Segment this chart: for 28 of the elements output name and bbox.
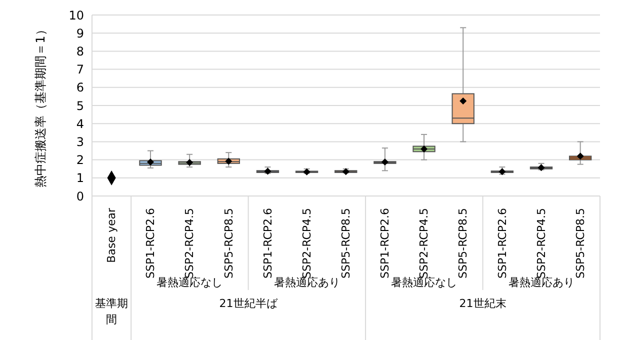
x-tick-label: SSP1-RCP2.6 — [144, 208, 158, 278]
x-tick-label: SSP1-RCP2.6 — [261, 208, 274, 278]
text: 暑熱適応なし — [156, 276, 223, 289]
text: 暑熱適応あり — [274, 276, 340, 289]
x-tick-label: SSP5-RCP8.5 — [222, 208, 236, 278]
y-tick-label: 10 — [68, 8, 84, 22]
text: 暑熱適応なし — [391, 276, 458, 289]
y-tick-label: 5 — [76, 98, 84, 113]
y-tick-label: 9 — [76, 26, 84, 40]
y-tick-label: 7 — [76, 62, 84, 77]
x-tick-label: Base year — [105, 208, 118, 263]
y-tick-label: 0 — [76, 189, 84, 204]
y-tick-label: 8 — [76, 44, 84, 58]
x-tick-label: SSP1-RCP2.6 — [378, 208, 392, 278]
text: 暑熱適応あり — [508, 276, 574, 289]
y-tick-label: 4 — [76, 116, 84, 131]
y-tick-label: 2 — [76, 153, 84, 168]
text: 21世紀半ば — [219, 297, 278, 310]
x-tick-label: SSP5-RCP8.5 — [574, 208, 587, 278]
x-tick-label: SSP5-RCP8.5 — [340, 208, 352, 278]
y-tick-label: 6 — [76, 80, 84, 95]
y-tick-label: 1 — [76, 171, 84, 186]
text: 基準期間 — [95, 297, 128, 326]
text: 21世紀末 — [459, 297, 506, 310]
x-tick-label: SSP1-RCP2.6 — [496, 208, 509, 278]
y-tick-label: 3 — [76, 134, 84, 149]
x-tick-label: SSP5-RCP8.5 — [456, 208, 470, 278]
y-axis-title: 熱中症搬送率（基準期間＝1） — [33, 24, 48, 188]
